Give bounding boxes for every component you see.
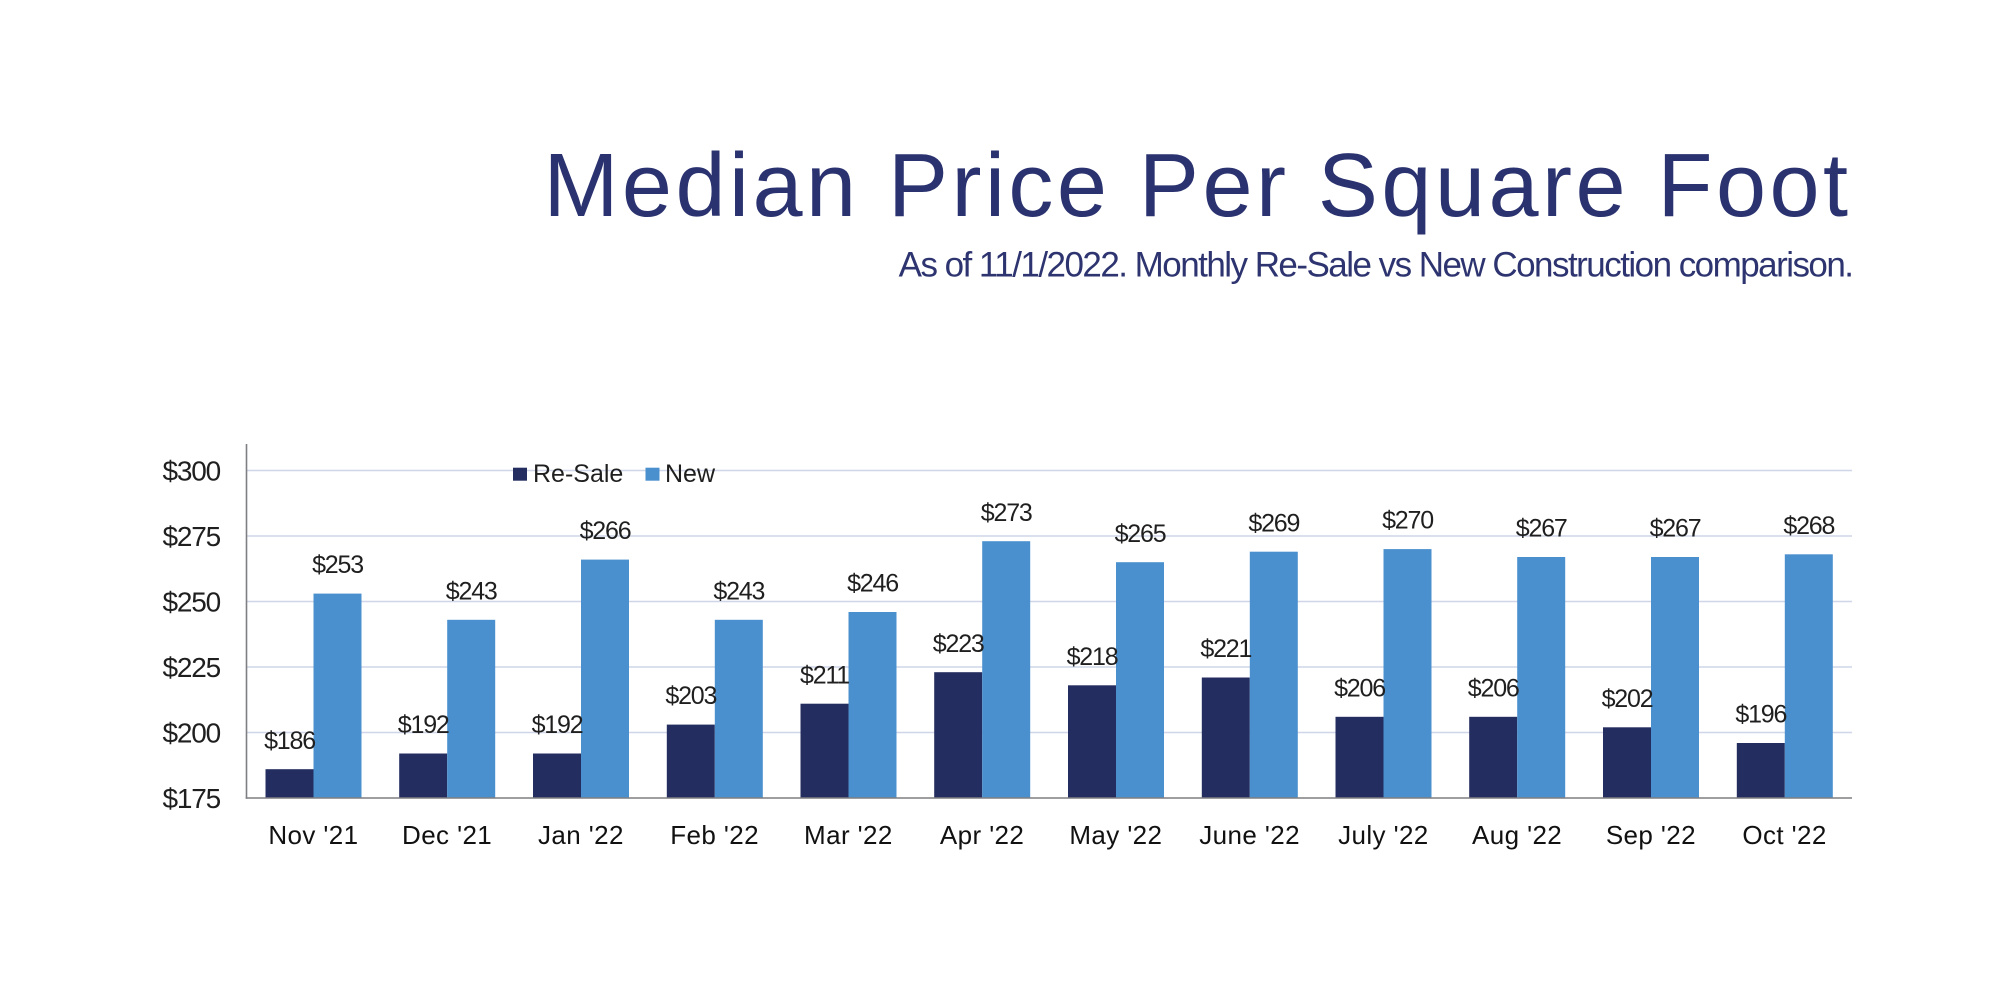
svg-text:$243: $243 [446, 577, 497, 605]
svg-text:May '22: May '22 [1069, 820, 1162, 850]
svg-text:$218: $218 [1067, 643, 1118, 671]
svg-text:$275: $275 [163, 521, 221, 552]
svg-text:$186: $186 [264, 727, 315, 755]
svg-text:$250: $250 [163, 587, 221, 618]
svg-text:Mar '22: Mar '22 [804, 820, 893, 850]
svg-text:$243: $243 [713, 577, 764, 605]
svg-text:Jan '22: Jan '22 [538, 820, 624, 850]
svg-text:$269: $269 [1248, 509, 1299, 537]
svg-text:June '22: June '22 [1199, 820, 1300, 850]
svg-text:$206: $206 [1468, 674, 1519, 702]
svg-text:Nov '21: Nov '21 [268, 820, 358, 850]
svg-text:July '22: July '22 [1338, 820, 1429, 850]
svg-text:$300: $300 [163, 456, 221, 487]
svg-text:$211: $211 [800, 661, 849, 689]
svg-text:$268: $268 [1783, 512, 1834, 540]
svg-text:$202: $202 [1602, 685, 1653, 713]
svg-text:As of 11/1/2022. Monthly Re-Sa: As of 11/1/2022. Monthly Re-Sale vs New … [899, 246, 1853, 285]
svg-text:Apr '22: Apr '22 [940, 820, 1024, 850]
svg-text:$265: $265 [1115, 520, 1166, 548]
svg-text:$223: $223 [933, 630, 984, 658]
svg-text:$246: $246 [847, 570, 898, 598]
svg-text:Oct '22: Oct '22 [1742, 820, 1826, 850]
svg-text:$273: $273 [981, 499, 1032, 527]
svg-text:$192: $192 [532, 711, 583, 739]
svg-text:$225: $225 [163, 652, 221, 683]
svg-text:$192: $192 [398, 711, 449, 739]
svg-text:Feb '22: Feb '22 [670, 820, 759, 850]
svg-text:$200: $200 [163, 718, 221, 749]
svg-text:$203: $203 [665, 682, 716, 710]
svg-text:Median Price Per Square Foot: Median Price Per Square Foot [543, 136, 1851, 236]
svg-text:$270: $270 [1382, 507, 1433, 535]
svg-text:$253: $253 [312, 551, 363, 579]
svg-text:$206: $206 [1334, 674, 1385, 702]
svg-text:Sep '22: Sep '22 [1606, 820, 1696, 850]
svg-text:$221: $221 [1200, 635, 1251, 663]
svg-text:$266: $266 [580, 517, 631, 545]
svg-text:$196: $196 [1735, 701, 1786, 729]
svg-text:Re-Sale: Re-Sale [533, 460, 623, 488]
svg-text:New: New [665, 460, 716, 488]
svg-text:$267: $267 [1650, 515, 1701, 543]
svg-text:Dec '21: Dec '21 [402, 820, 492, 850]
svg-text:$267: $267 [1516, 515, 1567, 543]
svg-text:$175: $175 [163, 783, 221, 814]
svg-text:Aug '22: Aug '22 [1472, 820, 1562, 850]
